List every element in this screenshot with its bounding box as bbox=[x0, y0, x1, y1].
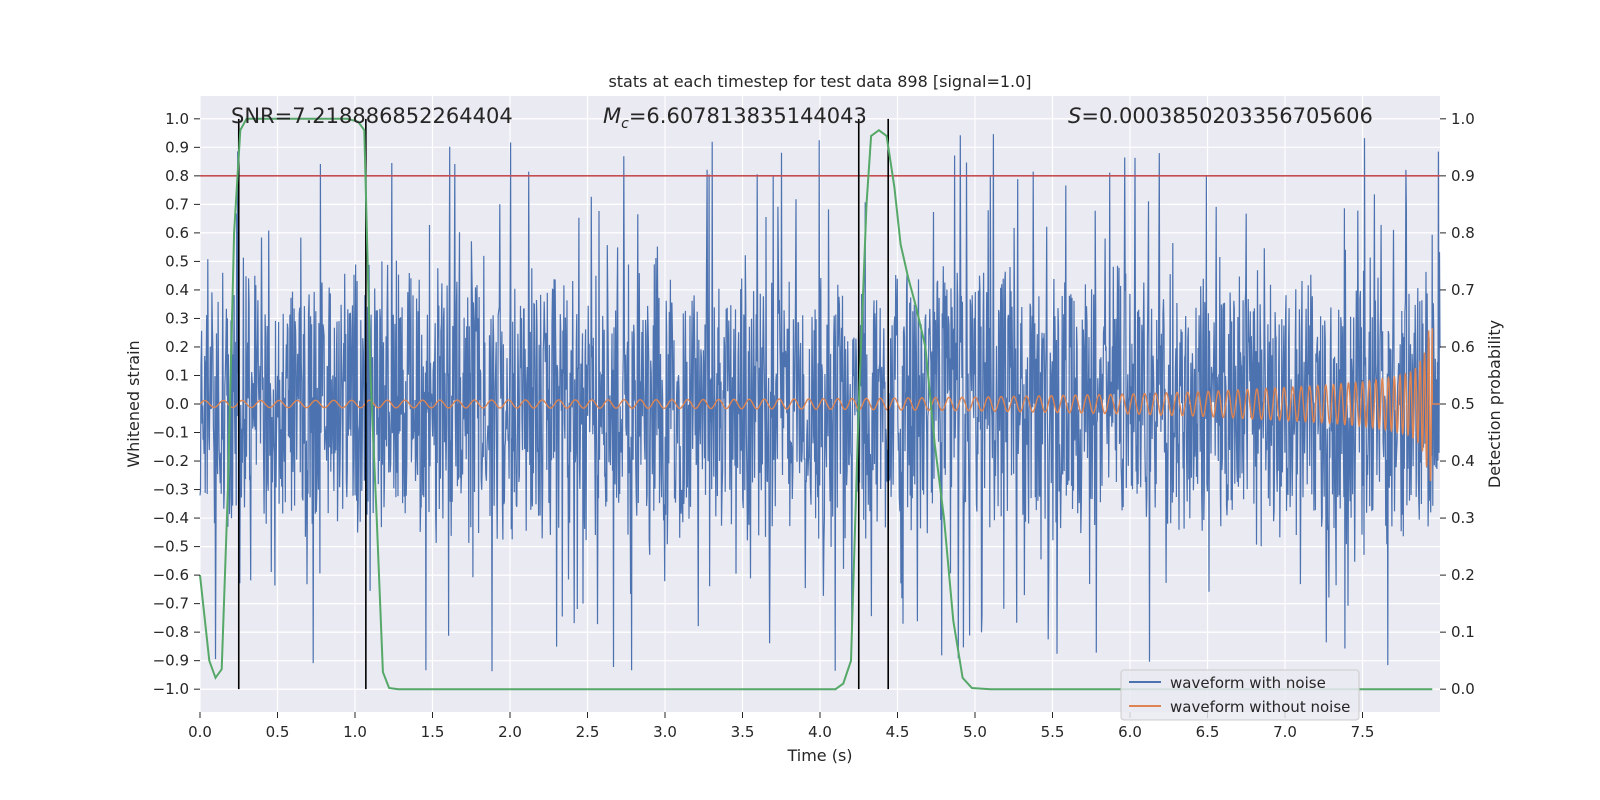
y-tick-label-left: −0.9 bbox=[153, 652, 189, 670]
y-tick-label-right: 0.4 bbox=[1451, 452, 1475, 470]
y-tick-label-right: 0.3 bbox=[1451, 509, 1475, 527]
y-tick-label-left: 0.0 bbox=[165, 395, 189, 413]
y-tick-label-left: 1.0 bbox=[165, 110, 189, 128]
mc-annotation: Mc=6.607813835144043 bbox=[603, 104, 867, 132]
x-tick-label: 0.0 bbox=[188, 723, 212, 741]
mc-value: =6.607813835144043 bbox=[629, 104, 867, 128]
y-tick-label-left: −1.0 bbox=[153, 680, 189, 698]
legend-box bbox=[1120, 669, 1360, 721]
y-tick-label-right: 0.9 bbox=[1451, 167, 1475, 185]
x-tick-label: 0.5 bbox=[266, 723, 290, 741]
x-tick-label: 2.0 bbox=[498, 723, 522, 741]
chart-title: stats at each timestep for test data 898… bbox=[608, 72, 1031, 91]
y-tick-label-left: 0.8 bbox=[165, 167, 189, 185]
y-tick-label-left: −0.5 bbox=[153, 538, 189, 556]
y-tick-label-left: −0.3 bbox=[153, 481, 189, 499]
s-annotation: S=0.0003850203356705606 bbox=[1068, 104, 1373, 128]
y-tick-label-right: 0.1 bbox=[1451, 623, 1475, 641]
y-tick-label-left: 0.7 bbox=[165, 195, 189, 213]
s-symbol: S bbox=[1068, 104, 1081, 128]
y-tick-label-left: −0.2 bbox=[153, 452, 189, 470]
y-tick-label-left: −0.1 bbox=[153, 424, 189, 442]
x-tick-label: 5.5 bbox=[1041, 723, 1065, 741]
y-tick-label-right: 0.0 bbox=[1451, 680, 1475, 698]
y-tick-label-right: 0.8 bbox=[1451, 224, 1475, 242]
y-tick-label-left: 0.5 bbox=[165, 252, 189, 270]
y-tick-label-left: 0.9 bbox=[165, 138, 189, 156]
mc-symbol: M bbox=[603, 104, 621, 128]
series-waveform-without-noise bbox=[199, 328, 1440, 482]
x-tick-label: 5.0 bbox=[963, 723, 987, 741]
y-tick-label-left: 0.1 bbox=[165, 366, 189, 384]
legend: waveform with noise waveform without noi… bbox=[1120, 669, 1360, 721]
y-axis-label-right: Detection probability bbox=[1485, 320, 1504, 488]
y-tick-label-right: 0.2 bbox=[1451, 566, 1475, 584]
x-tick-label: 7.5 bbox=[1351, 723, 1375, 741]
y-tick-label-left: 0.2 bbox=[165, 338, 189, 356]
y-tick-label-left: −0.4 bbox=[153, 509, 189, 527]
x-tick-label: 6.0 bbox=[1118, 723, 1142, 741]
y-tick-label-left: 0.3 bbox=[165, 309, 189, 327]
legend-label-waveform-without-noise: waveform without noise bbox=[1170, 698, 1350, 716]
waveform-without-noise-line bbox=[199, 328, 1440, 482]
y-tick-label-left: −0.6 bbox=[153, 566, 189, 584]
axes: 0.0 0.5 1.0 1.5 2.0 2.5 3.0 3.5 4.0 4.5 5.0 5.5 6.0 6… bbox=[153, 110, 1475, 741]
x-tick-label: 1.5 bbox=[421, 723, 445, 741]
x-tick-label: 3.5 bbox=[731, 723, 755, 741]
detection-probability-line bbox=[199, 117, 1433, 691]
x-tick-label: 2.5 bbox=[576, 723, 600, 741]
y-tick-label-right: 1.0 bbox=[1451, 110, 1475, 128]
mc-subscript: c bbox=[621, 116, 629, 132]
x-tick-label: 3.0 bbox=[653, 723, 677, 741]
x-tick-label: 7.0 bbox=[1273, 723, 1297, 741]
x-tick-label: 4.0 bbox=[808, 723, 832, 741]
y-tick-label-right: 0.6 bbox=[1451, 338, 1475, 356]
s-value: =0.0003850203356705606 bbox=[1081, 104, 1373, 128]
y-tick-label-right: 0.7 bbox=[1451, 281, 1475, 299]
x-tick-label: 6.5 bbox=[1196, 723, 1220, 741]
x-tick-label: 4.5 bbox=[886, 723, 910, 741]
x-tick-label: 1.0 bbox=[343, 723, 367, 741]
series-waveform-with-noise bbox=[199, 134, 1441, 672]
legend-label-waveform-with-noise: waveform with noise bbox=[1170, 674, 1326, 692]
y-tick-label-left: 0.4 bbox=[165, 281, 189, 299]
snr-annotation: SNR=7.218886852264404 bbox=[231, 104, 513, 128]
y-tick-label-right: 0.5 bbox=[1451, 395, 1475, 413]
waveform-with-noise-line bbox=[199, 134, 1441, 672]
y-tick-label-left: −0.7 bbox=[153, 595, 189, 613]
x-axis-label: Time (s) bbox=[786, 746, 852, 765]
y-tick-label-left: −0.8 bbox=[153, 623, 189, 641]
y-tick-label-left: 0.6 bbox=[165, 224, 189, 242]
overlays bbox=[199, 117, 1440, 691]
y-axis-label-left: Whitened strain bbox=[124, 340, 143, 467]
